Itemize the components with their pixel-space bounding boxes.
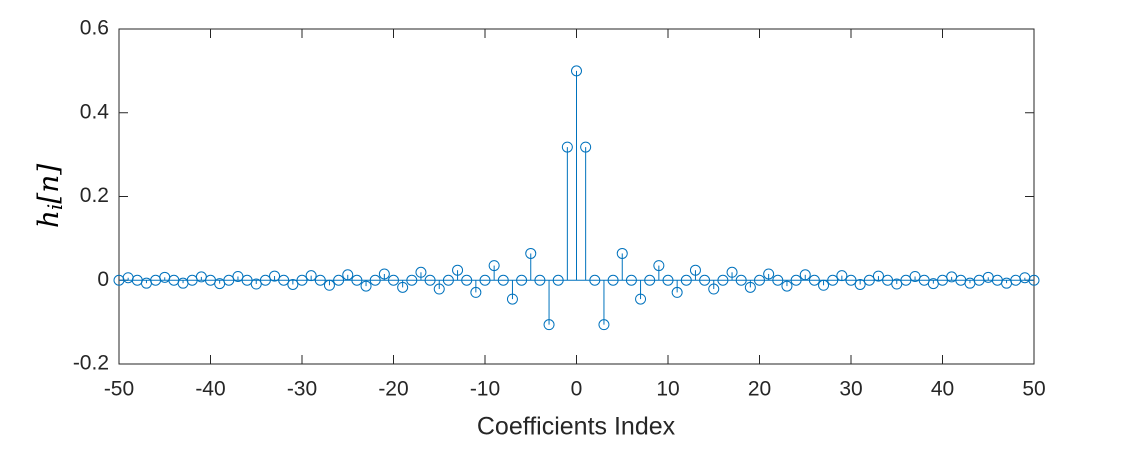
stem-marker <box>1028 274 1040 286</box>
stem-marker <box>250 278 262 290</box>
stem-marker <box>708 283 720 295</box>
stem-marker <box>827 274 839 286</box>
stem-marker <box>488 260 500 272</box>
stem-marker <box>717 274 729 286</box>
stem-marker <box>241 274 253 286</box>
stem-marker <box>836 270 848 282</box>
stem-marker <box>735 274 747 286</box>
stem-marker <box>882 274 894 286</box>
stem-marker <box>653 260 665 272</box>
y-axis-label: hi[n] <box>32 164 67 228</box>
y-tick-label: 0.6 <box>80 17 109 40</box>
stem-marker <box>571 65 582 77</box>
stem-marker <box>561 141 573 153</box>
stem-marker <box>598 319 610 331</box>
stem-marker <box>232 270 244 282</box>
stem-marker <box>305 270 317 282</box>
stem-marker <box>744 281 756 293</box>
stem-marker <box>314 274 326 286</box>
x-tick-label: 50 <box>1022 378 1045 401</box>
x-tick-label: -50 <box>104 378 134 401</box>
stem-marker <box>479 274 491 286</box>
stem-marker <box>506 293 518 305</box>
stem-marker <box>534 274 546 286</box>
stem-marker <box>763 268 775 280</box>
stem-marker <box>781 280 793 292</box>
stem-marker <box>388 274 399 286</box>
stem-marker <box>442 274 454 286</box>
stem-marker <box>872 270 884 282</box>
x-tick-label: 20 <box>748 378 771 401</box>
stem-marker <box>461 274 473 286</box>
stem-marker <box>863 274 875 286</box>
stem-marker <box>680 274 692 286</box>
y-label-argument: [n] <box>32 164 65 204</box>
stem-marker <box>269 270 281 282</box>
stem-marker <box>415 266 427 278</box>
stem-marker <box>433 283 445 295</box>
stem-marker <box>351 274 363 286</box>
stem-marker <box>497 274 509 286</box>
stem-marker <box>818 279 830 291</box>
x-tick-label: 10 <box>656 378 679 401</box>
stem-marker <box>397 281 409 293</box>
stem-marker <box>543 319 555 331</box>
stem-marker <box>616 247 628 259</box>
stem-marker <box>516 274 528 286</box>
stem-marker <box>754 274 765 286</box>
stem-marker <box>699 274 711 286</box>
stem-marker <box>845 274 857 286</box>
x-axis-label: Coefficients Index <box>477 413 676 441</box>
stem-marker <box>259 274 271 286</box>
stem-marker <box>287 278 299 290</box>
stem-marker <box>424 274 436 286</box>
x-tick-label: 0 <box>571 378 583 401</box>
stem-marker <box>323 279 335 291</box>
stem-marker <box>635 293 647 305</box>
stem-marker <box>689 264 701 276</box>
stem-marker <box>644 274 656 286</box>
stem-marker <box>808 274 820 286</box>
x-tick-label: -10 <box>470 378 500 401</box>
stem-marker <box>360 280 372 292</box>
stem-marker <box>333 274 345 286</box>
y-tick-label: 0.2 <box>80 184 109 207</box>
y-tick-label: 0 <box>97 268 109 291</box>
stem-marker <box>452 264 464 276</box>
stem-marker <box>406 274 418 286</box>
stem-marker <box>625 274 637 286</box>
stem-marker <box>726 266 738 278</box>
x-tick-label: -30 <box>287 378 317 401</box>
y-tick-label: -0.2 <box>73 352 109 375</box>
x-tick-label: 40 <box>931 378 954 401</box>
stem-marker <box>342 269 354 281</box>
stem-marker <box>900 274 912 286</box>
stem-marker <box>671 286 683 298</box>
stem-marker <box>296 274 308 286</box>
stem-marker <box>470 286 482 298</box>
stem-marker <box>772 274 784 286</box>
x-tick-label: -40 <box>195 378 225 401</box>
y-label-symbol: h <box>32 210 65 228</box>
x-tick-label: 30 <box>839 378 862 401</box>
stem-marker <box>223 274 235 286</box>
x-tick-label: -20 <box>378 378 408 401</box>
stem-marker <box>278 274 290 286</box>
y-tick-label: 0.4 <box>80 100 110 123</box>
stem-marker <box>607 274 619 286</box>
stem-marker <box>790 274 802 286</box>
y-label-subscript: i <box>43 204 67 210</box>
stem-marker <box>525 247 537 259</box>
stem-marker <box>589 274 601 286</box>
stem-marker <box>552 274 564 286</box>
stem-marker <box>378 268 390 280</box>
stem-marker <box>369 274 381 286</box>
stem-marker <box>891 278 903 290</box>
stem-marker <box>662 274 674 286</box>
stem-marker <box>909 270 921 282</box>
stem-marker <box>854 278 866 290</box>
stem-marker <box>799 269 811 281</box>
stem-marker <box>580 141 592 153</box>
